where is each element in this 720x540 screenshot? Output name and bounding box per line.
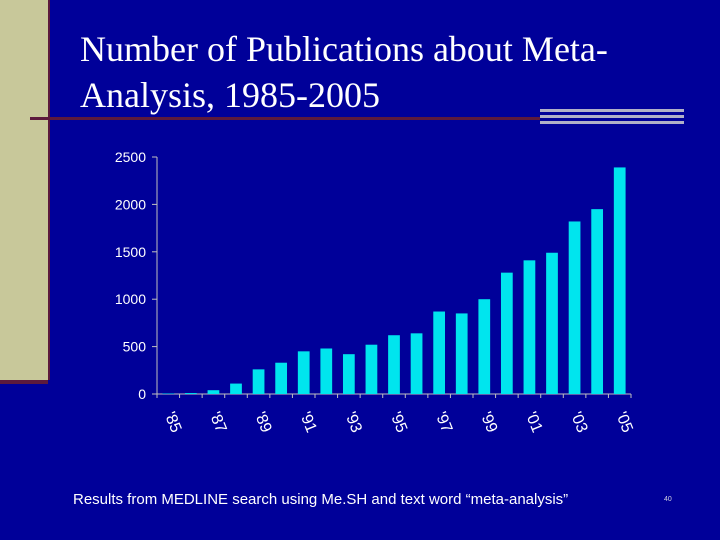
- page-number: 40: [664, 496, 672, 503]
- bar-92: [320, 348, 333, 394]
- y-tick-label: 2500: [115, 149, 146, 165]
- y-tick-label: 500: [123, 339, 147, 355]
- bar-99: [478, 299, 491, 394]
- slide-title-line1: Number of Publications about Meta-: [80, 29, 608, 69]
- bar-89: [252, 369, 265, 394]
- x-tick-label: '91: [296, 409, 320, 435]
- x-tick-label: '87: [206, 409, 230, 435]
- slide-title-line2: Analysis, 1985-2005: [80, 75, 380, 115]
- bar-94: [365, 344, 378, 394]
- bar-93: [342, 354, 355, 394]
- x-tick-label: '93: [341, 409, 365, 435]
- x-tick-label: '99: [477, 409, 501, 435]
- bar-03: [568, 221, 581, 394]
- bar-00: [500, 272, 513, 394]
- bar-86: [184, 393, 197, 394]
- x-tick-label: '03: [567, 409, 591, 435]
- bar-97: [433, 311, 446, 394]
- bar-87: [207, 390, 220, 394]
- x-tick-label: '89: [251, 409, 275, 435]
- bar-95: [388, 335, 400, 394]
- x-tick-label: '95: [386, 409, 410, 435]
- title-rule-stripes: [540, 109, 684, 127]
- y-tick-label: 2000: [115, 196, 146, 212]
- left-decor-panel: [0, 0, 50, 380]
- footnote: Results from MEDLINE search using Me.SH …: [73, 491, 569, 508]
- bar-88: [230, 383, 242, 394]
- bar-04: [591, 209, 604, 394]
- x-tick-label: '01: [522, 409, 546, 435]
- bar-01: [523, 260, 536, 394]
- left-decor-panel-edge: [0, 380, 48, 384]
- x-tick-label: '97: [432, 409, 456, 435]
- bar-85: [162, 393, 175, 395]
- x-tick-label: '05: [612, 409, 636, 435]
- bar-98: [455, 313, 468, 394]
- bar-91: [297, 351, 310, 394]
- slide-title: Number of Publications about Meta- Analy…: [80, 26, 680, 118]
- bar-90: [275, 362, 288, 394]
- bar-96: [410, 333, 423, 394]
- bar-05: [613, 167, 626, 394]
- y-tick-label: 1000: [115, 291, 146, 307]
- title-rule: [30, 117, 540, 120]
- y-tick-label: 1500: [115, 244, 146, 260]
- x-tick-label: '85: [161, 409, 185, 435]
- bar-02: [546, 252, 558, 394]
- y-tick-label: 0: [138, 386, 146, 402]
